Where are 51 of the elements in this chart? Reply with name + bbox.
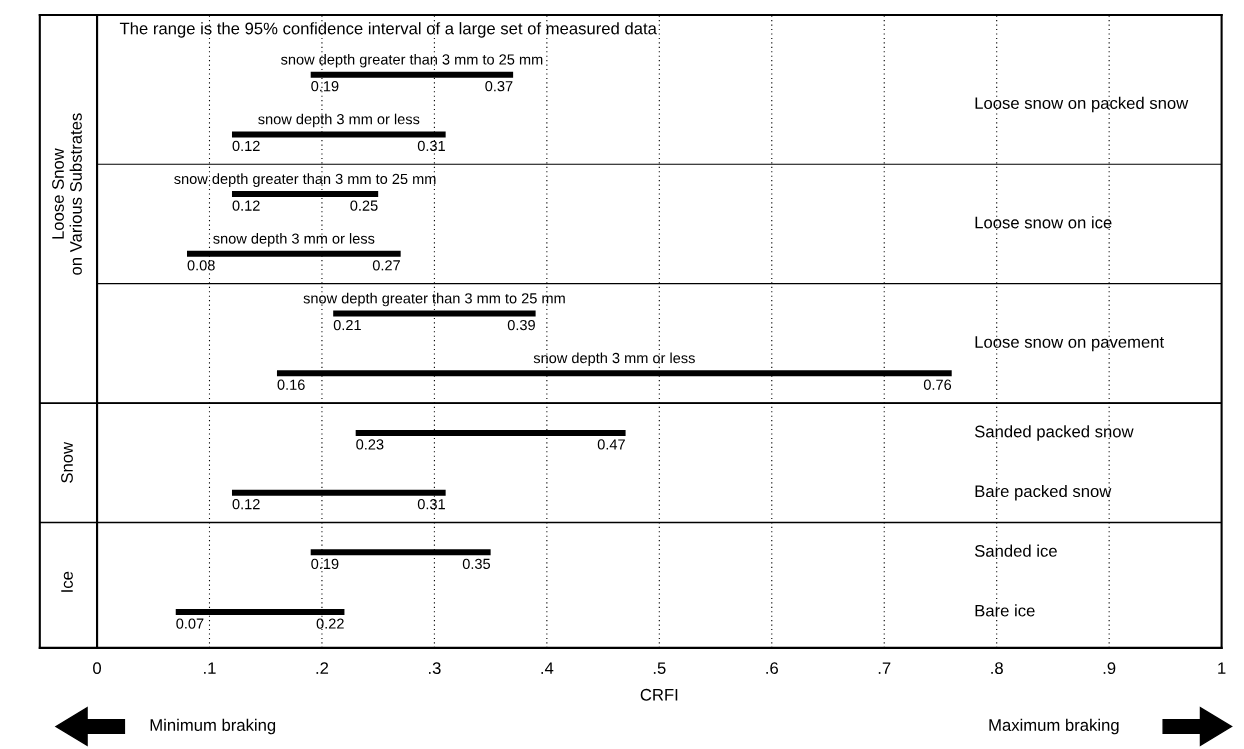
x-tick-label: .3: [428, 662, 441, 675]
annotation: 0.16: [277, 379, 305, 390]
annotation: 0.07: [176, 618, 204, 629]
annotation: Loose snow on packed snow: [975, 96, 1189, 113]
text: Snow: [61, 441, 73, 483]
text: Loose Snow on Various Substrates: [52, 113, 82, 275]
annotation: 0.21: [333, 319, 361, 331]
y-tick-label: snow depth 3 mm or less: [533, 352, 695, 367]
y-tick-label: Sanded ice: [974, 544, 1057, 557]
annotation: Loose snow on ice: [975, 216, 1112, 229]
x-tick-label: .4: [541, 662, 554, 674]
data-label: 0.47: [597, 439, 625, 450]
x-tick-label: 0: [93, 662, 102, 675]
data-label: 0.31: [417, 499, 445, 510]
data-label: 0.25: [350, 200, 378, 211]
y-tick-label: Bare packed snow: [975, 484, 1112, 501]
data-label: 0.39: [507, 319, 535, 331]
annotation: 0.08: [187, 260, 215, 271]
x-axis-title: CRFI: [640, 688, 678, 701]
text: Maximum braking: [989, 718, 1119, 735]
y-tick-label: snow depth 3 mm or less: [258, 113, 420, 128]
data-label: 0.35: [462, 558, 491, 570]
annotation: 0.23: [356, 439, 384, 450]
annotation: Loose snow on pavement: [975, 336, 1165, 352]
x-tick-label: .9: [1103, 662, 1116, 675]
data-label: 0.31: [417, 140, 445, 152]
annotation: 0.12: [232, 140, 260, 152]
x-tick-label: .1: [204, 662, 216, 674]
data-label: 0.27: [372, 260, 400, 271]
x-tick-label: .7: [878, 662, 891, 674]
y-tick-label: snow depth greater than 3 mm to 25 mm: [281, 53, 543, 68]
y-tick-label: snow depth greater than 3 mm to 25 mm: [303, 292, 565, 307]
data-label: 0.76: [923, 379, 952, 390]
y-tick-label: Bare ice: [975, 604, 1035, 617]
y-tick-label: Sanded packed snow: [974, 425, 1134, 441]
annotation: 0.19: [311, 558, 339, 570]
annotation: 0.19: [311, 81, 339, 92]
text: Ice: [61, 571, 73, 592]
x-tick-label: .2: [316, 662, 329, 674]
annotation: The range is the 95% confidence interval of a large set of measured data: [119, 22, 657, 38]
annotation: 0.12: [232, 200, 260, 211]
text: Minimum braking: [150, 718, 276, 735]
x-tick-label: .8: [991, 662, 1003, 675]
data-label: 0.37: [485, 81, 513, 92]
x-tick-label: 1: [1218, 662, 1226, 674]
y-tick-label: snow depth greater than 3 mm to 25 mm: [174, 173, 436, 187]
data-label: 0.22: [316, 618, 344, 629]
annotation: 0.12: [232, 499, 260, 510]
y-tick-label: snow depth 3 mm or less: [213, 233, 375, 247]
x-tick-label: .5: [653, 662, 666, 675]
x-tick-label: .6: [766, 662, 778, 675]
